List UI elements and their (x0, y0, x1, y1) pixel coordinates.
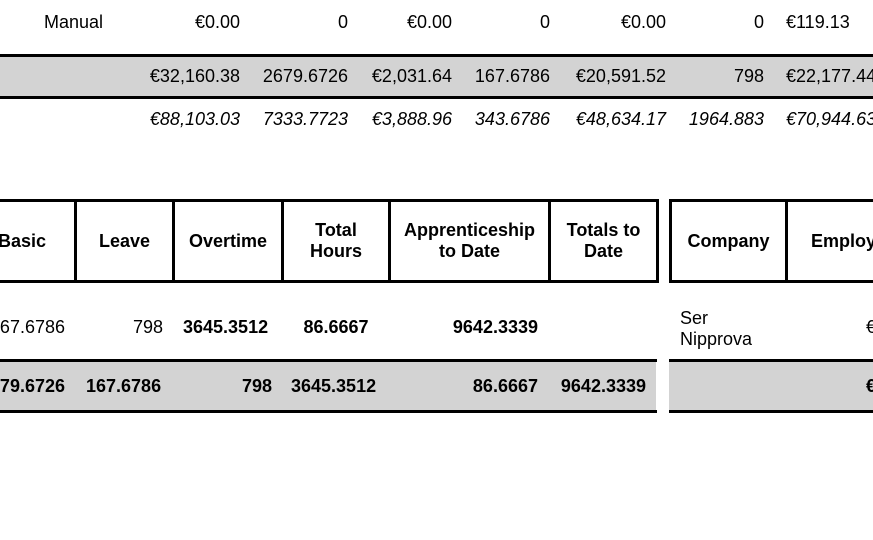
column-header-apprenticeship: Apprenticeship to Date (403, 220, 536, 261)
manual-cell: 0 (753, 12, 764, 32)
hours-cell: 798 (132, 317, 163, 337)
divider (0, 54, 873, 57)
subtotal-cell: 798 (733, 66, 764, 86)
divider (669, 410, 873, 413)
column-header-leave: Leave (98, 230, 151, 251)
manual-cell: 0 (337, 12, 348, 32)
subtotal-cell: €22,177.44 (786, 66, 873, 86)
hours-cell: 9642.3339 (452, 317, 538, 337)
hours-cell: 86.6667 (303, 317, 369, 337)
column-divider (172, 199, 175, 283)
grand-total-cell: 7333.7723 (262, 109, 348, 129)
subtotal-cell: €2,031.64 (371, 66, 452, 86)
column-header-company: Company (687, 230, 770, 251)
column-header-basic: Basic (0, 230, 47, 251)
grand-total-cell: €88,103.03 (149, 109, 240, 129)
column-divider (656, 199, 659, 283)
header-border-top (669, 199, 873, 202)
employer-total-cell: € (866, 376, 873, 396)
column-divider (281, 199, 284, 283)
column-divider (785, 199, 788, 283)
divider (0, 96, 873, 99)
manual-label: Manual (44, 12, 104, 32)
company-name: Ser Nipprova (680, 308, 753, 349)
hours-cell: 167.6786 (0, 317, 65, 337)
column-divider (74, 199, 77, 283)
subtotal-band (0, 56, 873, 97)
column-header-totals-to-date: Totals to Date (566, 220, 641, 261)
grand-total-cell: €3,888.96 (371, 109, 452, 129)
column-header-overtime: Overtime (188, 230, 268, 251)
grand-total-cell: €70,944.63 (786, 109, 873, 129)
totals-cell: 86.6667 (472, 376, 538, 396)
manual-cell: €0.00 (406, 12, 452, 32)
subtotal-cell: €32,160.38 (149, 66, 240, 86)
column-header-total-hours: Total Hours (309, 220, 362, 261)
header-border-bottom (0, 280, 659, 283)
totals-cell: 3645.3512 (291, 376, 377, 396)
grand-total-cell: €48,634.17 (575, 109, 666, 129)
column-divider (388, 199, 391, 283)
manual-cell: €0.00 (194, 12, 240, 32)
header-border-bottom (669, 280, 873, 283)
hours-cell: 3645.3512 (183, 317, 269, 337)
manual-cell: 0 (539, 12, 550, 32)
totals-cell: 798 (241, 376, 272, 396)
column-divider (548, 199, 551, 283)
divider (0, 410, 657, 413)
grand-total-cell: 1964.883 (688, 109, 764, 129)
manual-cell: €0.00 (620, 12, 666, 32)
totals-band (669, 361, 873, 411)
subtotal-cell: 2679.6726 (262, 66, 348, 86)
column-divider (669, 199, 672, 283)
totals-cell: 9642.3339 (560, 376, 646, 396)
employer-cell: € (866, 317, 873, 337)
header-border-top (0, 199, 659, 202)
grand-total-cell: 343.6786 (474, 109, 550, 129)
manual-cell: €119.13 (786, 12, 850, 32)
totals-band (0, 361, 656, 411)
subtotal-cell: €20,591.52 (575, 66, 666, 86)
divider (0, 359, 657, 362)
totals-cell: 2679.6726 (0, 376, 65, 396)
column-header-employer: Employer (811, 230, 873, 251)
totals-cell: 167.6786 (86, 376, 162, 396)
subtotal-cell: 167.6786 (474, 66, 550, 86)
divider (669, 359, 873, 362)
